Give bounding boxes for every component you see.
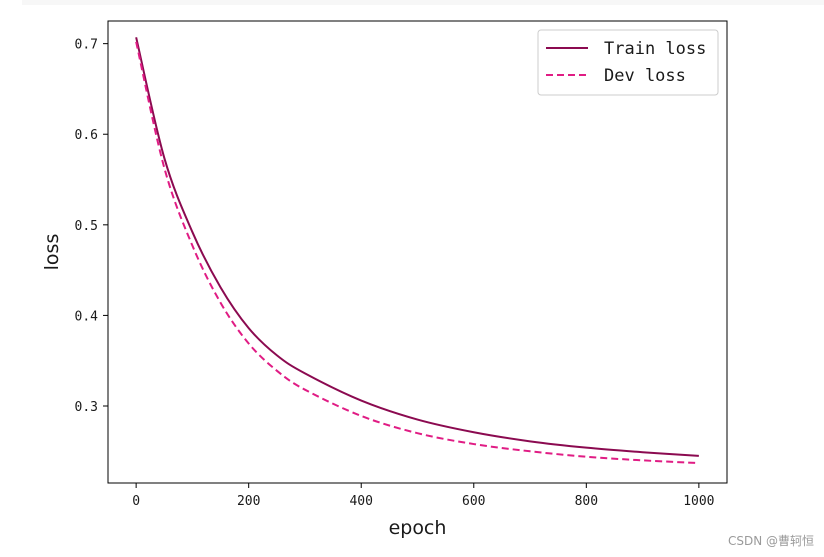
series-line-train-loss [135,37,699,457]
legend-label-train-loss: Train loss [604,39,706,59]
y-tick-label: 0.7 [75,38,98,53]
series-line-dev-loss [135,41,699,465]
plot-frame [107,20,728,484]
plot-lines [135,37,699,465]
watermark: CSDN @曹轲恒 [727,534,814,548]
y-tick-label: 0.4 [75,309,99,324]
x-tick-label: 400 [349,494,372,509]
x-axis-title: epoch [389,517,447,539]
x-tick-label: 600 [462,494,485,509]
y-tick-label: 0.6 [75,128,98,143]
x-tick-label: 800 [575,494,598,509]
y-tick-label: 0.3 [75,400,98,415]
x-tick-label: 1000 [683,494,714,509]
x-tick-label: 0 [132,494,140,509]
y-axis-title: loss [41,234,63,271]
legend-box [537,29,719,96]
top-strip [22,0,824,5]
x-axis-ticks: 0 200 400 600 800 1000 [132,483,715,509]
x-tick-label: 200 [237,494,260,509]
legend-label-dev-loss: Dev loss [604,66,686,86]
y-axis-ticks: 0.3 0.4 0.5 0.6 0.7 [75,38,108,415]
legend: Train loss Dev loss [537,29,719,96]
y-tick-label: 0.5 [75,219,98,234]
